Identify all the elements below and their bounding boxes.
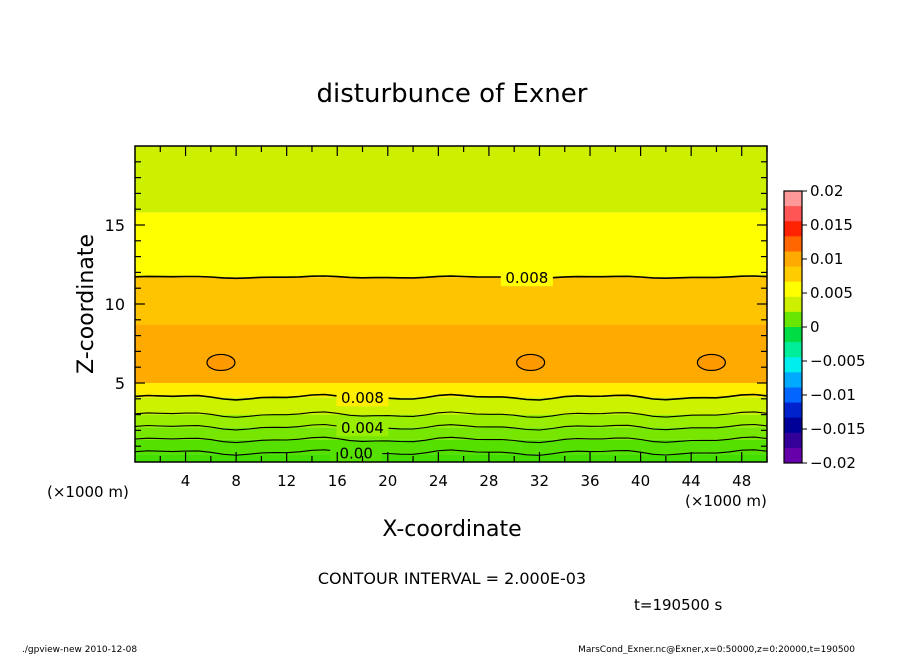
- contour-label-2: 0.004: [341, 419, 384, 437]
- closed-contour-2: [696, 353, 726, 372]
- contour-line-2: [134, 411, 768, 418]
- contour-line-0: [134, 275, 768, 280]
- x-axis-label: X-coordinate: [382, 517, 521, 542]
- colorbar-swatch: [784, 357, 802, 373]
- colorbar-swatch: [784, 387, 802, 404]
- contour-band-2: [135, 427, 767, 440]
- contour-band-0: [135, 454, 767, 462]
- colorbar-label: 0.005: [810, 284, 853, 302]
- colorbar-swatch: [784, 402, 802, 419]
- colorbar-label: 0.015: [810, 216, 853, 234]
- colorbar-swatch: [784, 251, 802, 268]
- closed-contour-1: [516, 353, 546, 372]
- colorbar-swatch: [784, 372, 802, 388]
- x-tick-label: 40: [631, 472, 650, 490]
- contour-label-0: 0.008: [505, 269, 548, 287]
- colorbar-swatch: [784, 281, 802, 298]
- colorbar-label: −0.015: [810, 420, 866, 438]
- contour-band-8: [135, 212, 767, 278]
- closed-contour-0: [206, 353, 236, 372]
- x-tick-label: 16: [328, 472, 347, 490]
- colorbar-swatch: [784, 417, 802, 434]
- contour-band-4: [135, 397, 767, 415]
- contour-fill-bands: [135, 146, 767, 462]
- colorbar-swatch: [784, 432, 802, 449]
- contour-label-bg-2: [336, 418, 389, 437]
- contour-band-6: [135, 324, 767, 383]
- x-tick-label: 48: [732, 472, 751, 490]
- x-tick-label: 28: [479, 472, 498, 490]
- colorbar-swatch: [784, 236, 802, 252]
- colorbar-swatch: [784, 191, 802, 207]
- x-tick-label: 44: [682, 472, 701, 490]
- colorbar-swatch: [784, 206, 802, 222]
- colorbar-label: 0.01: [810, 250, 843, 268]
- y-axis-label: Z-coordinate: [74, 234, 99, 374]
- x-tick-label: 32: [530, 472, 549, 490]
- x-tick-label: 4: [181, 472, 191, 490]
- colorbar-swatch: [784, 327, 802, 343]
- contour-label-1: 0.008: [341, 389, 384, 407]
- colorbar-label: −0.02: [810, 454, 856, 472]
- contour-label-bg-1: [336, 388, 389, 407]
- contour-label-3: 0.00: [339, 445, 372, 463]
- colorbar-label: −0.005: [810, 352, 866, 370]
- colorbar-label: 0: [810, 318, 820, 336]
- contour-band-9: [135, 146, 767, 213]
- colorbar-label: −0.01: [810, 386, 856, 404]
- colorbar-swatch: [784, 221, 802, 237]
- x-unit-left: (×1000 m): [47, 483, 129, 501]
- colorbar: 0.02 0.015 0.01 0.005 0 −0.005 −0.01 −0.015 −0.0…: [783, 182, 866, 472]
- y-tick-label: 10: [105, 295, 125, 314]
- footer-left: ./gpview-new 2010-12-08: [22, 645, 137, 654]
- x-tick-label: 36: [580, 472, 599, 490]
- contour-label-bg-0: [500, 268, 553, 287]
- footer-right: MarsCond_Exner.nc@Exner,x=0:50000,z=0:20…: [578, 645, 855, 654]
- chart-title: disturbunce of Exner: [317, 79, 588, 109]
- contour-band-5: [135, 383, 767, 398]
- y-axis-ticks: 5 10 15: [105, 161, 767, 447]
- contour-band-3: [135, 414, 767, 428]
- contour-label-bg-3: [330, 443, 383, 462]
- contour-interval: CONTOUR INTERVAL = 2.000E-03: [318, 569, 586, 588]
- x-tick-label: 24: [429, 472, 448, 490]
- colorbar-swatch: [784, 266, 802, 283]
- colorbar-swatch: [784, 296, 802, 313]
- colorbar-swatch: [784, 447, 802, 464]
- time-label: t=190500 s: [634, 596, 722, 614]
- contour-band-7: [135, 277, 767, 325]
- contour-band-1: [135, 439, 767, 455]
- x-tick-label: 20: [378, 472, 397, 490]
- colorbar-swatch: [784, 311, 802, 328]
- y-tick-label: 5: [115, 374, 125, 393]
- contour-labels: 0.008 0.008 0.004 0.00: [330, 268, 553, 463]
- x-tick-label: 12: [277, 472, 296, 490]
- colorbar-swatch: [784, 342, 802, 358]
- x-axis-ticks: 4 8 12 16 20 24 28 32 36 40 44 48: [159, 146, 768, 490]
- y-tick-label: 15: [105, 216, 125, 235]
- contour-line-3: [134, 423, 768, 431]
- contour-line-5: [134, 449, 768, 456]
- closed-contours: [206, 353, 726, 372]
- x-tick-label: 8: [231, 472, 241, 490]
- x-unit-right: (×1000 m): [685, 492, 767, 510]
- contour-line-1: [134, 393, 768, 401]
- contour-line-4: [134, 436, 768, 444]
- contour-lines: [134, 275, 768, 456]
- colorbar-label: 0.02: [810, 182, 843, 200]
